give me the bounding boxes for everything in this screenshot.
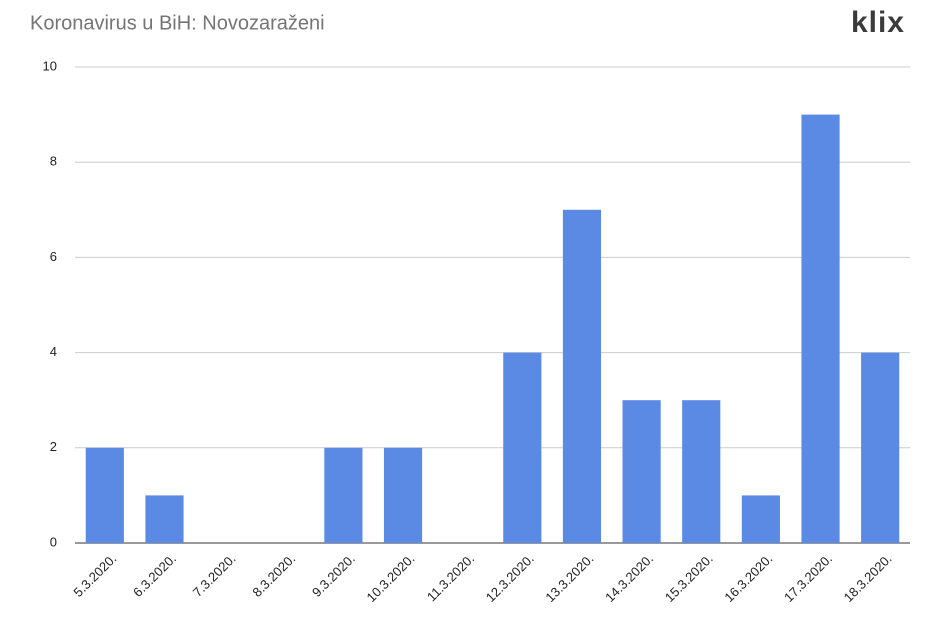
x-tick-label: 16.3.2020. [721,551,775,605]
y-tick-label: 2 [50,439,57,454]
x-tick-label: 15.3.2020. [662,551,716,605]
bar [741,495,780,543]
x-tick-label: 7.3.2020. [190,551,239,600]
x-tick-label: 11.3.2020. [424,551,477,604]
bar [622,400,661,543]
x-tick-label: 12.3.2020. [483,551,537,605]
x-tick-label: 18.3.2020. [841,551,895,605]
y-tick-label: 6 [50,249,57,264]
x-tick-label: 8.3.2020. [249,551,298,600]
bar [383,447,423,543]
bar [503,352,542,543]
y-tick-label: 0 [50,534,57,549]
x-tick-label: 9.3.2020. [309,551,358,600]
x-tick-label: 14.3.2020. [602,551,656,605]
chart-title: Koronavirus u BiH: Novozaraženi [30,12,325,34]
x-tick-label: 10.3.2020. [364,551,418,605]
bar [861,352,900,543]
x-tick-label: 17.3.2020. [781,551,835,605]
y-tick-label: 8 [50,154,57,169]
y-tick-label: 4 [50,344,57,359]
logo: klix [851,6,905,39]
bar [682,400,721,543]
x-tick-label: 5.3.2020. [70,551,119,600]
bar [801,114,840,543]
bar [85,447,124,543]
bar [562,209,602,544]
y-tick-label: 10 [43,58,57,73]
x-tick-label: 6.3.2020. [130,551,179,600]
bar [324,447,363,543]
bar [145,495,184,543]
x-tick-label: 13.3.2020. [542,551,596,605]
